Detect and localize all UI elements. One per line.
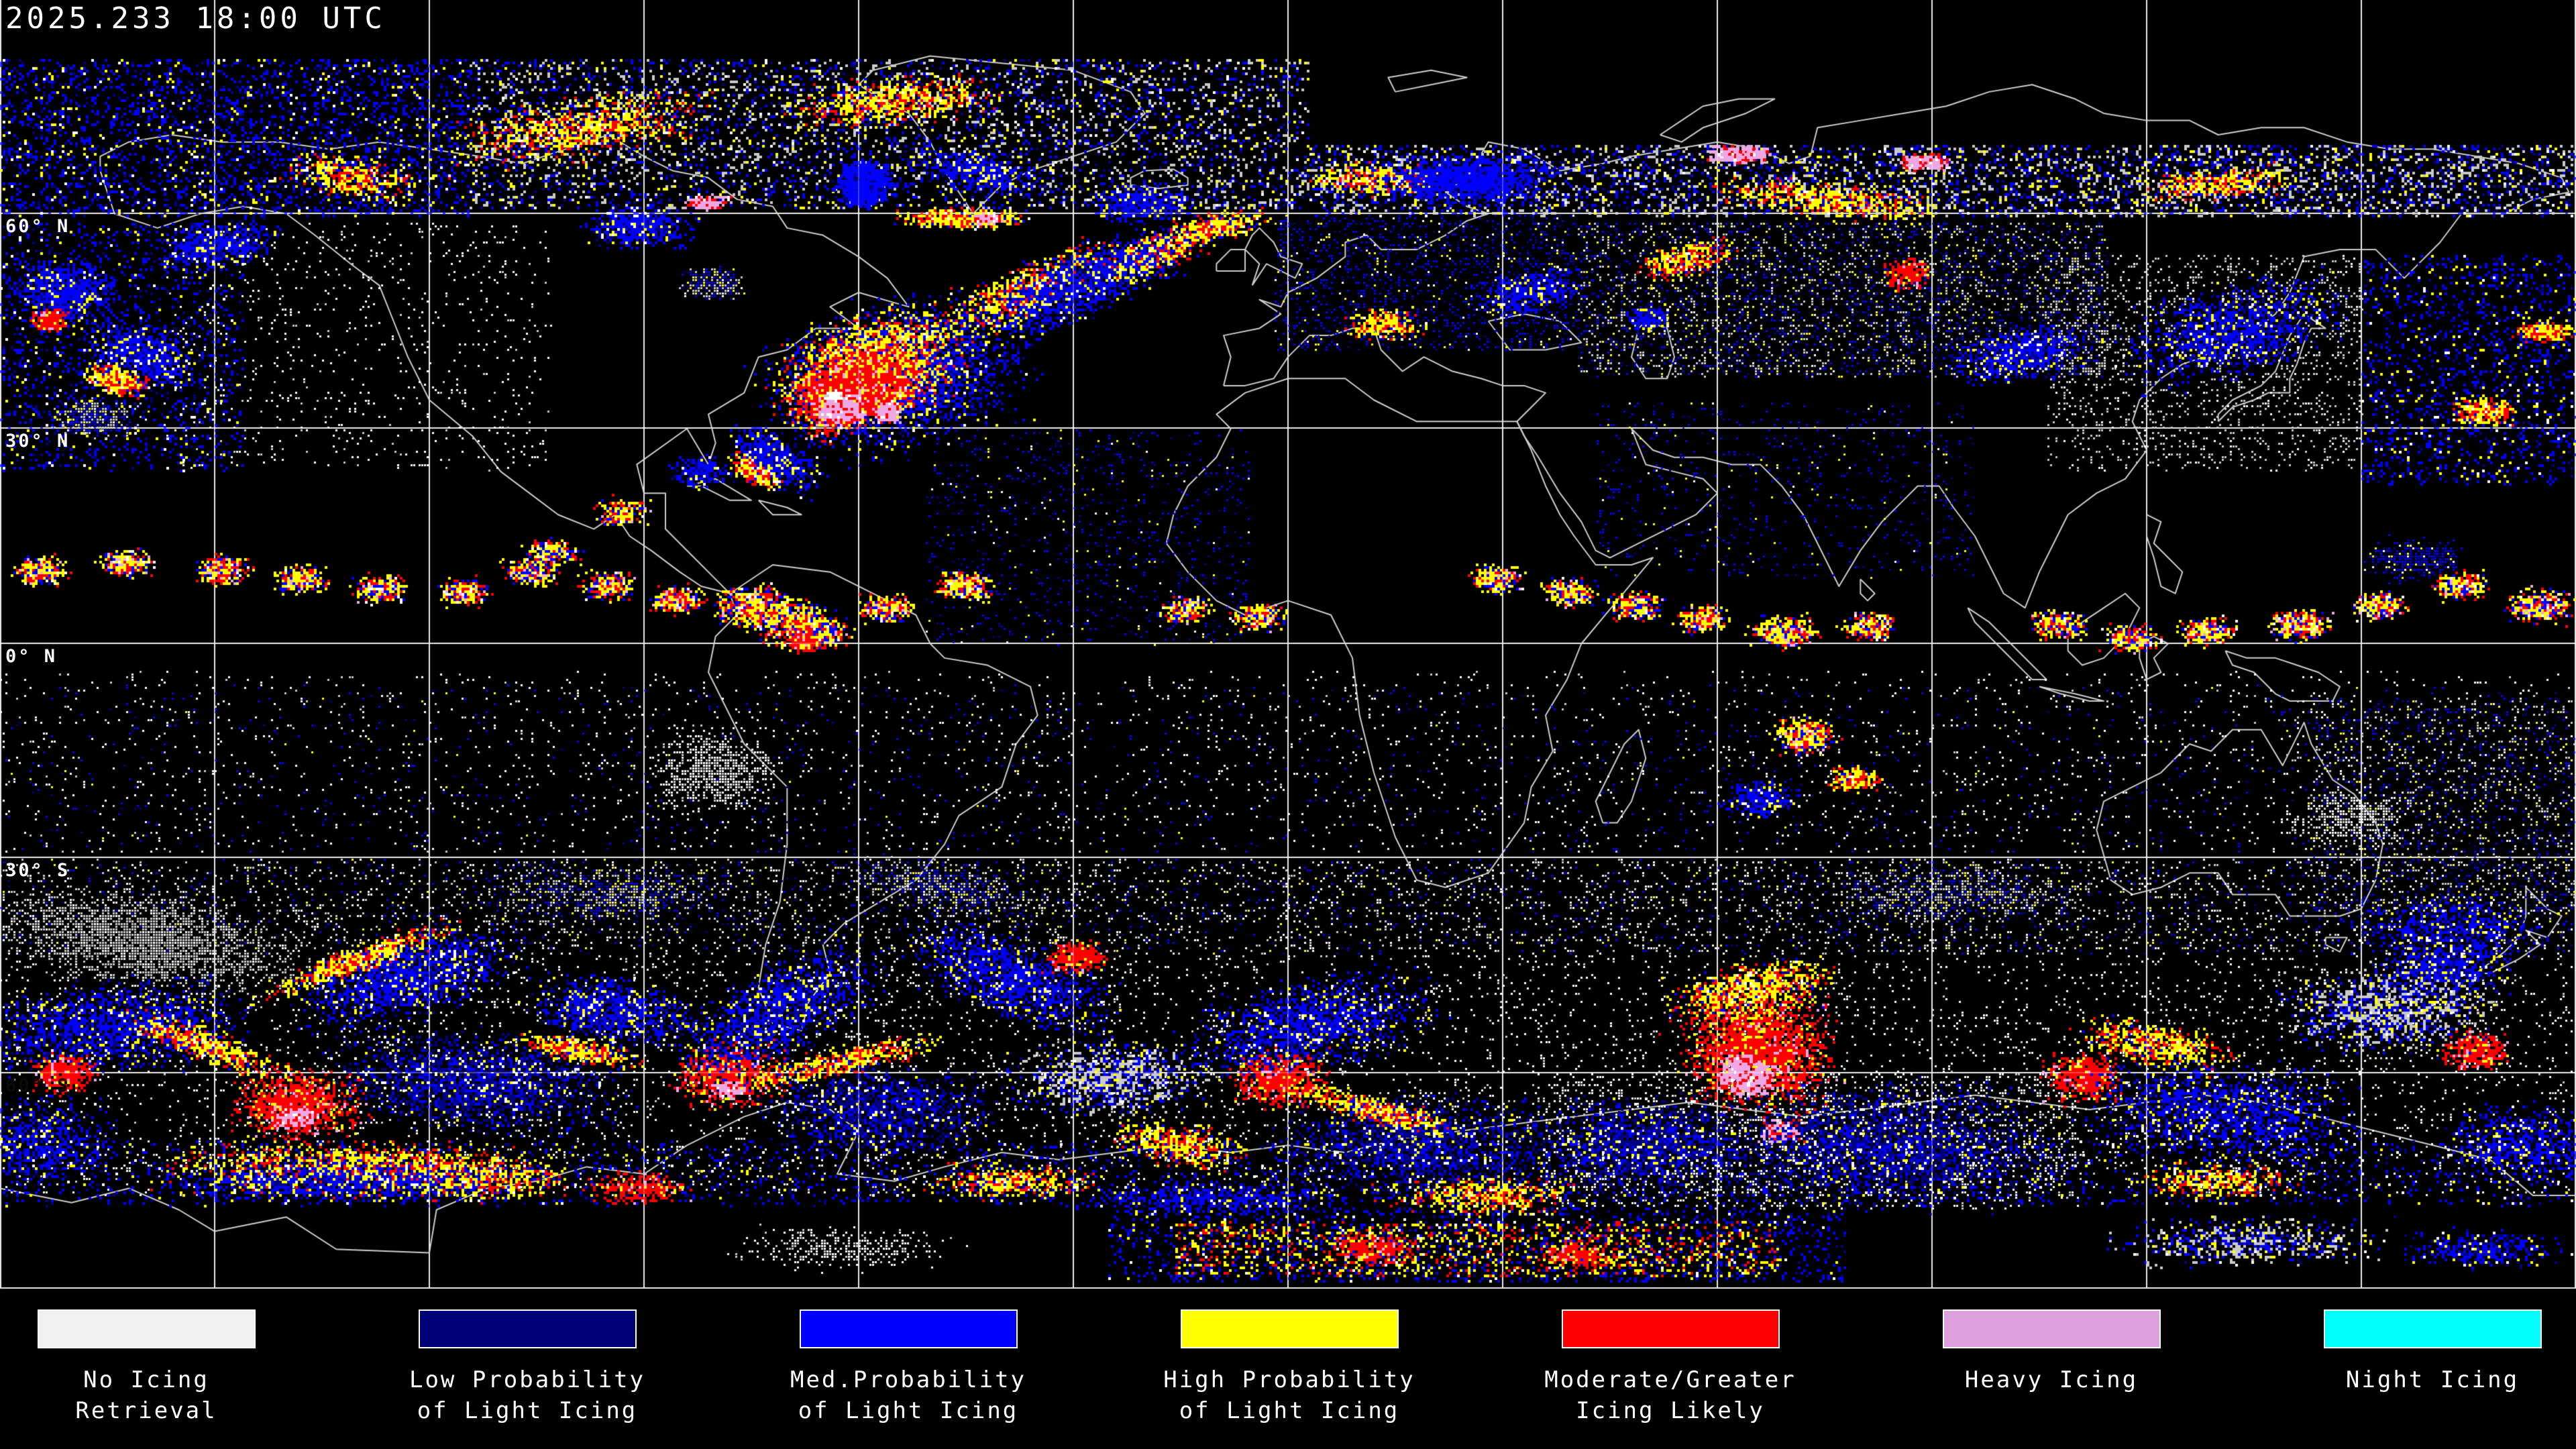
legend-label-line2: Retrieval [75, 1397, 217, 1424]
legend-item: No Icing Retrieval [5, 1309, 287, 1426]
legend-label-line2: of Light Icing [417, 1397, 638, 1424]
legend-item: High Probability of Light Icing [1148, 1309, 1430, 1426]
legend-swatch [1180, 1309, 1399, 1348]
lat-label-60n: 60° N [5, 216, 70, 237]
legend-swatch [2323, 1309, 2542, 1348]
lat-label-0n: 0° N [5, 646, 58, 667]
legend-label-line2 [1911, 1395, 2192, 1426]
legend-label-line1: Heavy Icing [1964, 1366, 2139, 1393]
legend-item: Moderate/Greater Icing Likely [1529, 1309, 1811, 1426]
legend-label-line2: Icing Likely [1576, 1397, 1765, 1424]
legend-label-line1: Moderate/Greater [1544, 1366, 1796, 1393]
legend-swatch [37, 1309, 256, 1348]
legend-label-line1: Night Icing [2345, 1366, 2520, 1393]
legend-swatch [799, 1309, 1018, 1348]
legend-label-line1: Low Probability [409, 1366, 646, 1393]
legend-label-line2: of Light Icing [1179, 1397, 1400, 1424]
lat-label-30n: 30° N [5, 431, 70, 451]
legend-swatch [1942, 1309, 2161, 1348]
legend-label-line1: No Icing [83, 1366, 209, 1393]
legend-item: Low Probability of Light Icing [386, 1309, 668, 1426]
legend-label-line2 [2292, 1395, 2573, 1426]
lat-label-30s: 30° S [5, 860, 70, 881]
legend-item: Heavy Icing [1911, 1309, 2192, 1426]
legend-label-line1: Med.Probability [790, 1366, 1027, 1393]
legend-label-line1: High Probability [1163, 1366, 1415, 1393]
legend: No Icing Retrieval Low Probability of Li… [0, 1309, 2576, 1426]
timestamp: 2025.233 18:00 UTC [5, 1, 386, 36]
legend-swatch [418, 1309, 637, 1348]
legend-item: Med.Probability of Light Icing [767, 1309, 1049, 1426]
legend-item: Night Icing [2292, 1309, 2573, 1426]
lat-label-60s: 60° S [5, 1075, 70, 1096]
legend-label-line2: of Light Icing [798, 1397, 1019, 1424]
legend-swatch [1561, 1309, 1780, 1348]
